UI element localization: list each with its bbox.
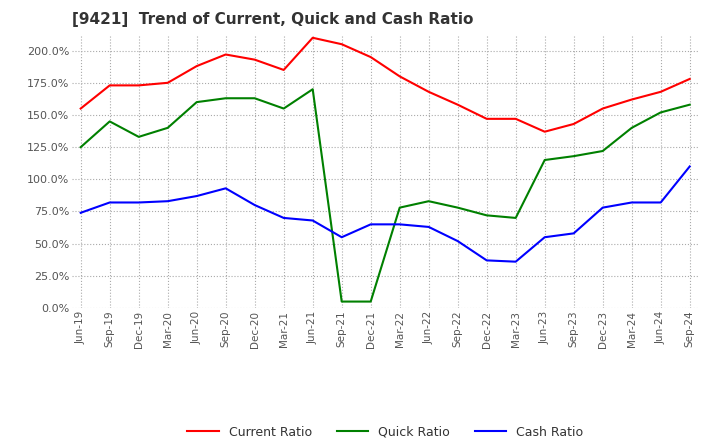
Cash Ratio xyxy=(76,210,85,216)
Quick Ratio xyxy=(627,125,636,131)
Cash Ratio xyxy=(657,200,665,205)
Legend: Current Ratio, Quick Ratio, Cash Ratio: Current Ratio, Quick Ratio, Cash Ratio xyxy=(182,421,588,440)
Line: Quick Ratio: Quick Ratio xyxy=(81,89,690,301)
Quick Ratio xyxy=(366,299,375,304)
Cash Ratio xyxy=(454,238,462,244)
Cash Ratio xyxy=(541,235,549,240)
Quick Ratio xyxy=(221,95,230,101)
Current Ratio xyxy=(454,102,462,107)
Current Ratio xyxy=(76,106,85,111)
Cash Ratio xyxy=(685,164,694,169)
Current Ratio xyxy=(338,41,346,47)
Quick Ratio xyxy=(454,205,462,210)
Current Ratio xyxy=(192,63,201,69)
Cash Ratio xyxy=(192,194,201,199)
Current Ratio xyxy=(221,52,230,57)
Current Ratio xyxy=(135,83,143,88)
Current Ratio xyxy=(685,76,694,81)
Quick Ratio xyxy=(657,110,665,115)
Current Ratio xyxy=(657,89,665,95)
Quick Ratio xyxy=(570,154,578,159)
Quick Ratio xyxy=(192,99,201,105)
Current Ratio xyxy=(395,74,404,79)
Quick Ratio xyxy=(279,106,288,111)
Current Ratio xyxy=(482,116,491,121)
Quick Ratio xyxy=(482,213,491,218)
Cash Ratio xyxy=(221,186,230,191)
Line: Current Ratio: Current Ratio xyxy=(81,38,690,132)
Cash Ratio xyxy=(135,200,143,205)
Current Ratio xyxy=(251,57,259,62)
Current Ratio xyxy=(366,55,375,60)
Quick Ratio xyxy=(338,299,346,304)
Cash Ratio xyxy=(627,200,636,205)
Line: Cash Ratio: Cash Ratio xyxy=(81,166,690,262)
Current Ratio xyxy=(279,67,288,73)
Current Ratio xyxy=(163,80,172,85)
Current Ratio xyxy=(308,35,317,40)
Cash Ratio xyxy=(511,259,520,264)
Current Ratio xyxy=(570,121,578,127)
Cash Ratio xyxy=(570,231,578,236)
Current Ratio xyxy=(541,129,549,134)
Current Ratio xyxy=(105,83,114,88)
Cash Ratio xyxy=(598,205,607,210)
Cash Ratio xyxy=(424,224,433,230)
Cash Ratio xyxy=(308,218,317,223)
Quick Ratio xyxy=(308,87,317,92)
Current Ratio xyxy=(598,106,607,111)
Current Ratio xyxy=(627,97,636,102)
Cash Ratio xyxy=(105,200,114,205)
Cash Ratio xyxy=(251,202,259,208)
Cash Ratio xyxy=(338,235,346,240)
Cash Ratio xyxy=(366,222,375,227)
Quick Ratio xyxy=(511,215,520,220)
Cash Ratio xyxy=(163,198,172,204)
Cash Ratio xyxy=(395,222,404,227)
Cash Ratio xyxy=(482,258,491,263)
Cash Ratio xyxy=(279,215,288,220)
Text: [9421]  Trend of Current, Quick and Cash Ratio: [9421] Trend of Current, Quick and Cash … xyxy=(72,12,473,27)
Quick Ratio xyxy=(424,198,433,204)
Quick Ratio xyxy=(76,144,85,150)
Current Ratio xyxy=(424,89,433,95)
Quick Ratio xyxy=(105,119,114,124)
Quick Ratio xyxy=(251,95,259,101)
Quick Ratio xyxy=(598,148,607,154)
Quick Ratio xyxy=(135,134,143,139)
Quick Ratio xyxy=(541,158,549,163)
Quick Ratio xyxy=(395,205,404,210)
Quick Ratio xyxy=(685,102,694,107)
Quick Ratio xyxy=(163,125,172,131)
Current Ratio xyxy=(511,116,520,121)
